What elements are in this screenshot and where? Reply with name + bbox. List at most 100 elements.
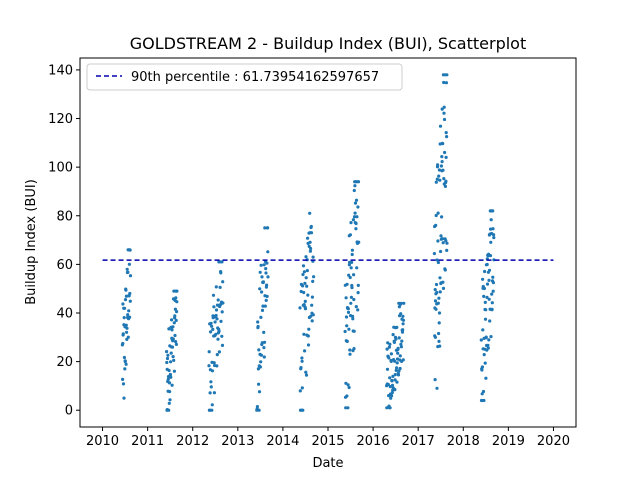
data-point-2014: [298, 306, 302, 310]
data-point-2012: [209, 321, 213, 325]
data-point-2016: [387, 356, 391, 360]
data-point-2016: [390, 383, 395, 387]
data-point-2013: [259, 263, 263, 267]
data-point-2016: [402, 301, 406, 305]
data-point-2013: [257, 348, 261, 352]
data-point-2016: [397, 336, 401, 340]
data-point-2010: [128, 315, 132, 319]
data-point-2017: [443, 150, 447, 155]
data-point-2017: [444, 155, 448, 159]
data-point-2015: [345, 394, 349, 398]
data-point-2017: [434, 213, 438, 218]
data-point-2014: [310, 295, 314, 299]
data-point-2011: [175, 289, 179, 293]
data-point-2016: [389, 352, 393, 356]
data-point-2017: [440, 215, 444, 219]
x-axis-label: Date: [312, 456, 343, 471]
data-point-2010: [128, 248, 132, 252]
data-point-2014: [309, 246, 313, 251]
data-point-2011: [171, 355, 175, 359]
data-point-2014: [299, 366, 303, 370]
data-point-2018: [490, 301, 494, 305]
data-point-2014: [307, 327, 311, 331]
data-point-2016: [401, 328, 405, 332]
data-point-2013: [256, 320, 260, 324]
data-point-2012: [213, 320, 217, 324]
legend-box: [86, 63, 403, 91]
data-point-2016: [390, 394, 394, 398]
data-point-2011: [168, 398, 172, 402]
data-point-2018: [491, 227, 495, 231]
data-point-2018: [491, 281, 495, 285]
x-tick-label: 2010: [86, 434, 119, 449]
data-point-2016: [395, 366, 399, 370]
data-point-2011: [173, 307, 177, 311]
data-point-2017: [435, 177, 439, 181]
data-point-2012: [212, 361, 216, 365]
y-axis-label: Buildup Index (BUI): [24, 179, 39, 305]
data-point-2018: [489, 240, 493, 244]
data-point-2011: [167, 408, 171, 412]
data-point-2017: [432, 252, 436, 256]
data-point-2018: [483, 361, 487, 365]
data-point-2016: [395, 361, 399, 365]
data-point-2015: [349, 295, 353, 299]
data-point-2013: [261, 304, 265, 308]
data-point-2015: [345, 282, 349, 286]
data-point-2010: [125, 326, 129, 330]
data-point-2012: [207, 350, 211, 354]
data-point-2014: [303, 299, 307, 303]
data-point-2016: [401, 358, 405, 362]
data-point-2017: [436, 301, 440, 305]
data-point-2016: [395, 380, 399, 384]
data-point-2011: [174, 296, 178, 300]
data-point-2014: [301, 264, 306, 268]
data-point-2010: [123, 360, 127, 364]
data-point-2017: [442, 111, 446, 115]
data-point-2011: [165, 356, 170, 361]
data-point-2017: [433, 335, 437, 339]
data-point-2015: [356, 205, 360, 209]
data-point-2010: [125, 330, 129, 334]
data-point-2014: [299, 289, 303, 294]
data-point-2016: [388, 376, 392, 380]
data-point-2016: [390, 391, 394, 395]
data-point-2013: [263, 226, 267, 230]
data-point-2010: [121, 341, 125, 346]
data-point-2014: [303, 307, 308, 311]
data-point-2012: [214, 332, 218, 336]
data-point-2011: [171, 337, 175, 341]
data-point-2011: [170, 318, 174, 322]
data-point-2015: [353, 201, 358, 205]
data-point-2014: [303, 349, 307, 353]
data-point-2012: [220, 260, 224, 264]
data-point-2016: [399, 312, 403, 316]
data-point-2017: [434, 282, 439, 287]
data-point-2014: [300, 359, 304, 363]
data-point-2017: [445, 248, 449, 252]
data-point-2014: [309, 314, 313, 318]
data-point-2013: [266, 275, 270, 279]
data-point-2015: [352, 273, 356, 277]
data-point-2014: [312, 275, 316, 279]
data-point-2012: [207, 364, 211, 368]
data-point-2018: [492, 236, 496, 240]
data-point-2013: [259, 360, 263, 364]
data-point-2012: [210, 369, 215, 373]
data-point-2014: [302, 303, 306, 307]
data-point-2010: [126, 270, 130, 274]
data-point-2015: [345, 339, 349, 343]
data-point-2011: [165, 360, 169, 365]
data-point-2017: [436, 163, 440, 167]
data-point-2017: [437, 331, 441, 336]
data-point-2017: [441, 280, 445, 284]
data-point-2013: [260, 308, 265, 312]
data-point-2015: [346, 307, 350, 311]
data-point-2015: [355, 266, 359, 270]
data-point-2015: [355, 215, 359, 219]
data-point-2012: [209, 385, 213, 389]
data-point-2013: [258, 270, 262, 274]
data-point-2016: [401, 322, 405, 326]
data-point-2018: [488, 319, 492, 323]
data-point-2016: [401, 314, 405, 318]
